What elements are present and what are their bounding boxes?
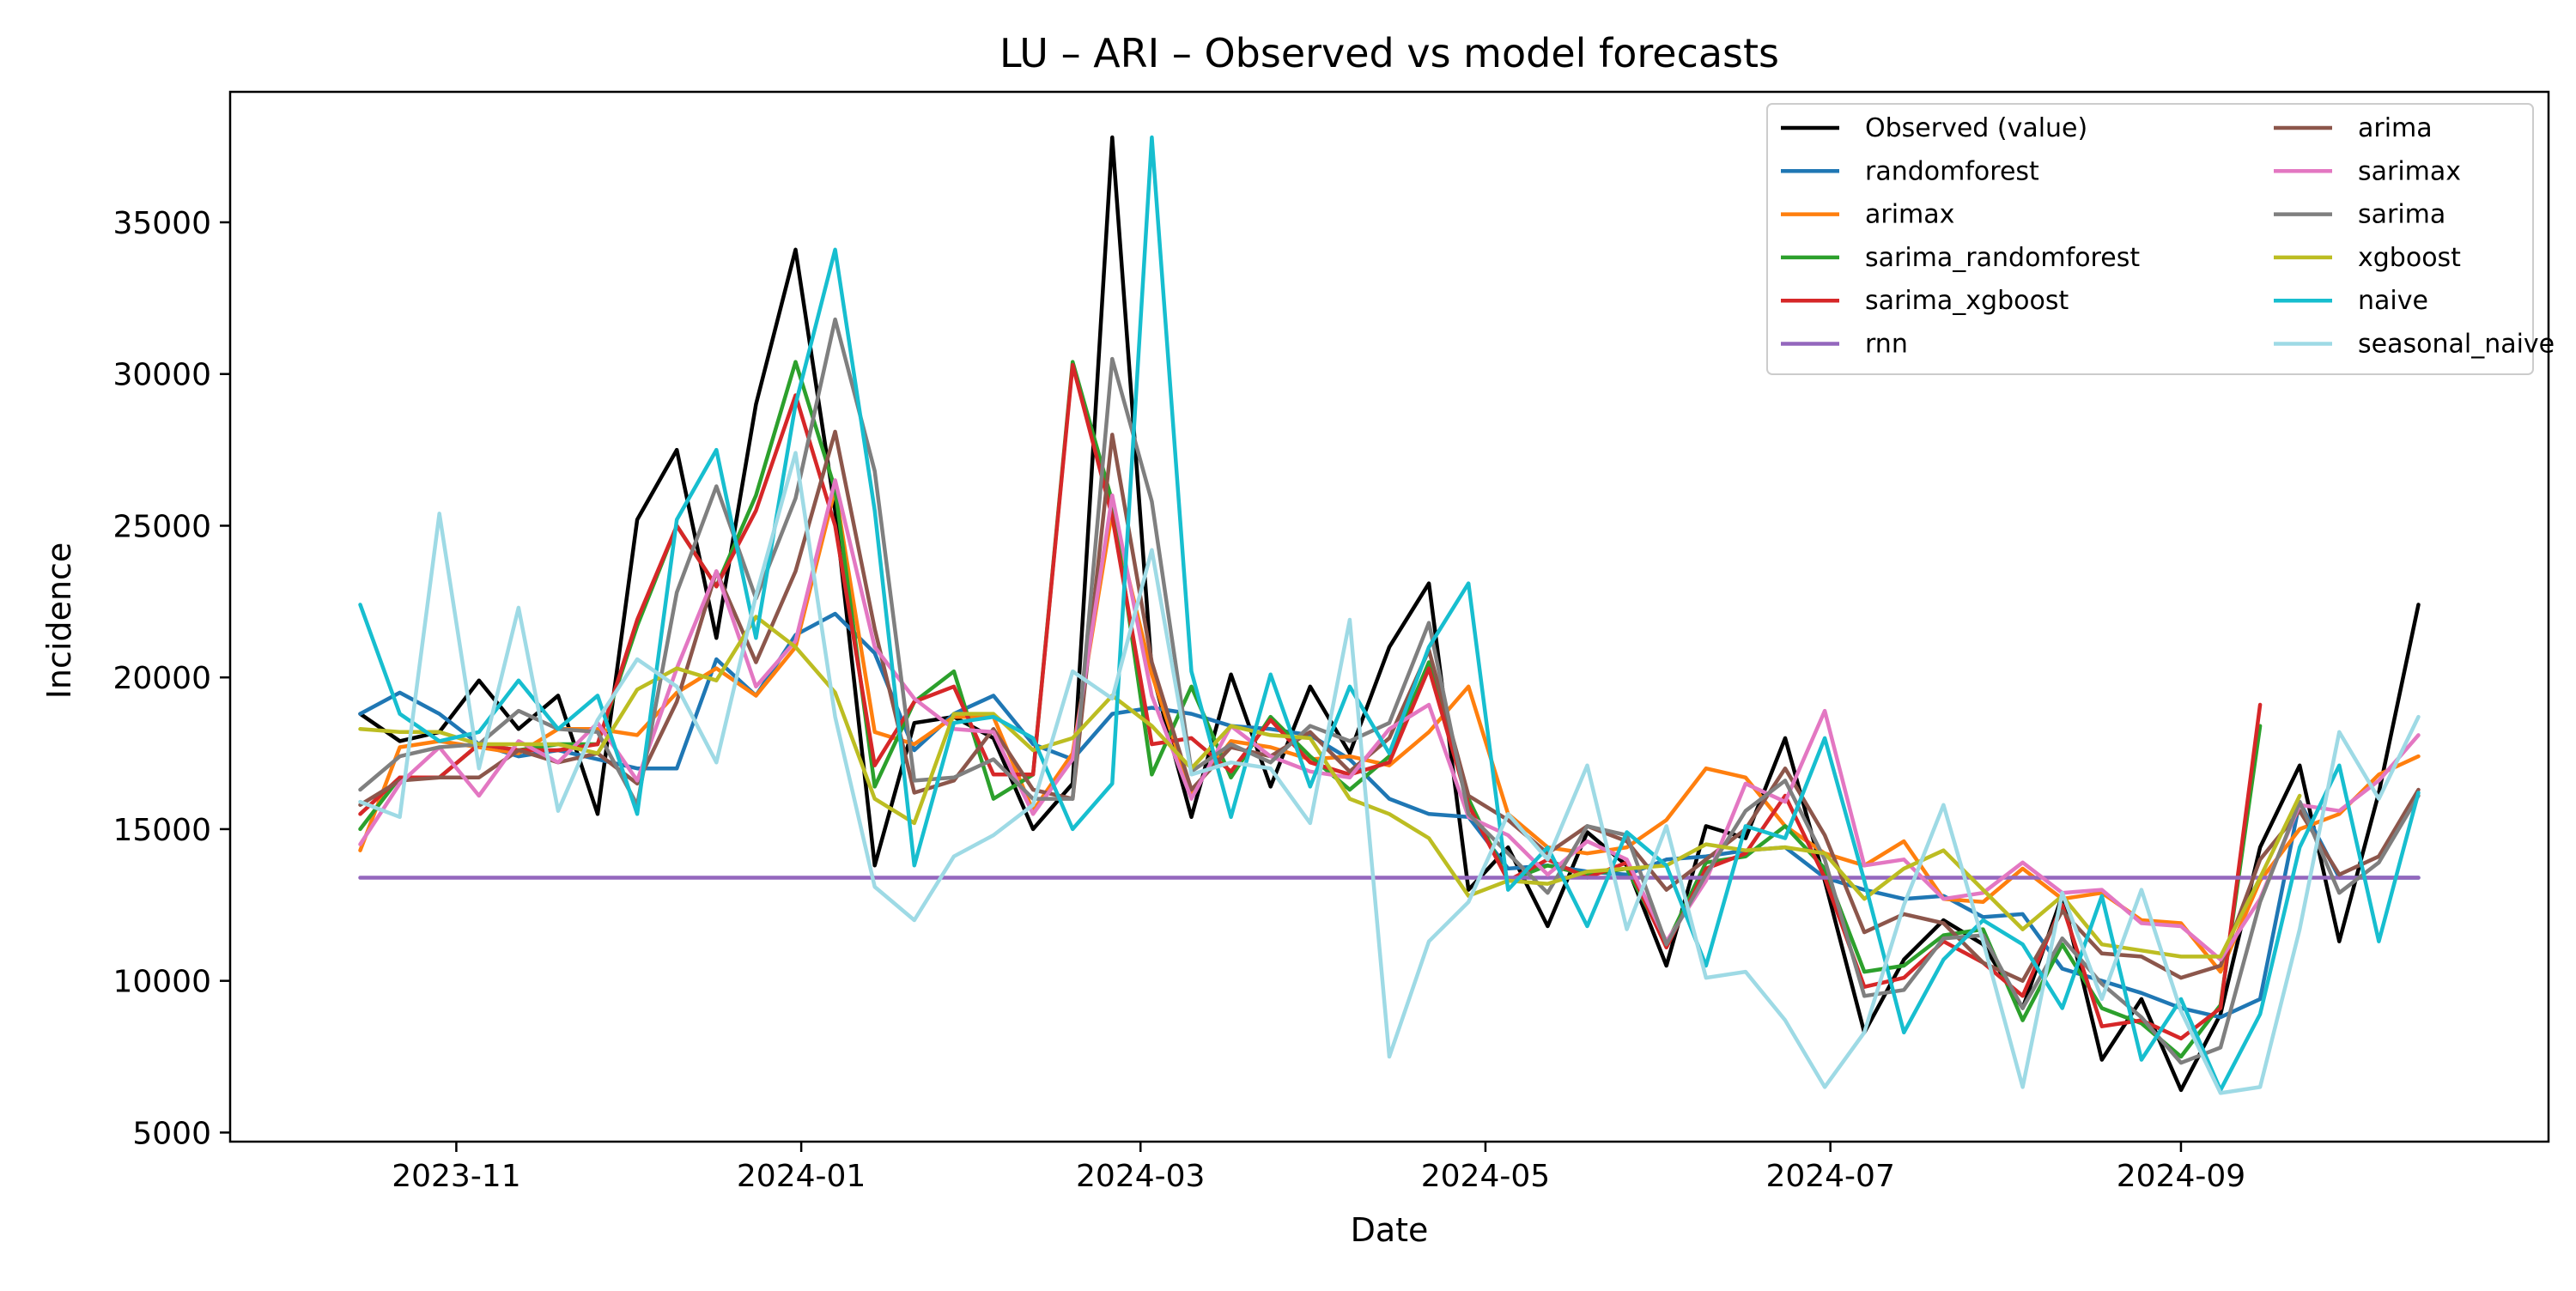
y-tick-label: 30000 <box>112 358 211 393</box>
y-tick-label: 25000 <box>112 509 211 544</box>
x-tick-label: 2024-05 <box>1421 1159 1550 1194</box>
series-line-xgboost <box>358 615 2302 959</box>
y-tick-label: 15000 <box>112 813 211 848</box>
legend-label: Observed (value) <box>1865 113 2087 143</box>
x-tick-label: 2024-01 <box>737 1159 866 1194</box>
x-tick-label: 2024-09 <box>2117 1159 2245 1194</box>
legend-label: seasonal_naive <box>2358 330 2555 360</box>
legend-label: sarimax <box>2358 156 2461 186</box>
series-line-seasonal-naive <box>358 451 2421 1095</box>
y-tick-label: 5000 <box>132 1116 211 1151</box>
legend-label: naive <box>2358 286 2428 316</box>
y-tick-label: 10000 <box>112 965 211 1000</box>
plot-area <box>358 135 2421 1095</box>
y-tick-label: 20000 <box>112 661 211 696</box>
series-line-naive <box>358 135 2421 1093</box>
legend-label: arimax <box>1865 200 1954 230</box>
legend-label: randomforest <box>1865 156 2039 186</box>
x-tick-label: 2024-07 <box>1765 1159 1894 1194</box>
y-tick-label: 35000 <box>112 206 211 241</box>
series-line-sarima <box>358 317 2421 1065</box>
legend-label: sarima <box>2358 200 2445 230</box>
legend-box <box>1766 103 2534 375</box>
y-axis-title: Incidence <box>40 542 78 700</box>
legend-label: sarima_xgboost <box>1865 286 2069 316</box>
x-tick-label: 2023-11 <box>392 1159 520 1194</box>
x-axis-title: Date <box>1351 1211 1429 1249</box>
series-line-sarimax <box>358 478 2421 962</box>
legend-label: arima <box>2358 113 2433 143</box>
plot-frame <box>228 90 2550 1143</box>
legend-label: rnn <box>1865 330 1908 360</box>
axes: 2023-11 2024-01 2024-03 2024-05 2024-07 2024-… <box>112 90 2550 1194</box>
legend-label: sarima_randomforest <box>1865 243 2140 273</box>
legend-label: xgboost <box>2358 243 2461 273</box>
legend: Observed (value) randomforest arimax sarima… <box>1766 103 2555 375</box>
x-tick-label: 2024-03 <box>1076 1159 1205 1194</box>
chart-title: LU – ARI – Observed vs model forecasts <box>999 30 1779 76</box>
